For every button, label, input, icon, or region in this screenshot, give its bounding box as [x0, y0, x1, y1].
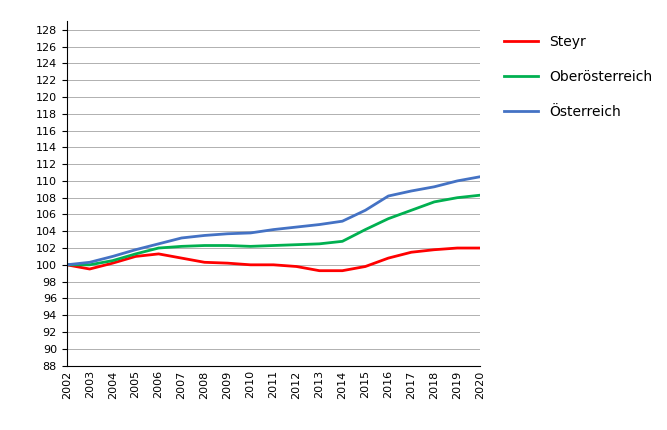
- Steyr: [476, 246, 484, 251]
- Österreich: [430, 184, 438, 189]
- Steyr: [269, 262, 277, 267]
- Steyr: [315, 268, 323, 273]
- Österreich: [292, 224, 300, 230]
- Österreich: [155, 241, 163, 246]
- Oberösterreich: [269, 243, 277, 248]
- Steyr: [85, 267, 93, 272]
- Steyr: [155, 251, 163, 256]
- Oberösterreich: [223, 243, 231, 248]
- Steyr: [408, 250, 416, 255]
- Österreich: [269, 227, 277, 232]
- Oberösterreich: [430, 200, 438, 205]
- Steyr: [430, 247, 438, 252]
- Steyr: [338, 268, 346, 273]
- Steyr: [177, 255, 185, 261]
- Oberösterreich: [408, 208, 416, 213]
- Österreich: [454, 178, 462, 184]
- Steyr: [223, 261, 231, 266]
- Oberösterreich: [155, 246, 163, 251]
- Steyr: [109, 261, 117, 266]
- Österreich: [131, 247, 139, 252]
- Oberösterreich: [63, 262, 71, 267]
- Oberösterreich: [177, 244, 185, 249]
- Legend: Steyr, Oberösterreich, Österreich: Steyr, Oberösterreich, Österreich: [504, 35, 653, 119]
- Line: Steyr: Steyr: [67, 248, 480, 271]
- Steyr: [384, 255, 392, 261]
- Steyr: [63, 262, 71, 267]
- Oberösterreich: [201, 243, 209, 248]
- Steyr: [131, 254, 139, 259]
- Österreich: [177, 235, 185, 240]
- Oberösterreich: [362, 227, 370, 232]
- Österreich: [384, 194, 392, 199]
- Line: Oberösterreich: Oberösterreich: [67, 195, 480, 265]
- Steyr: [247, 262, 255, 267]
- Steyr: [201, 260, 209, 265]
- Österreich: [223, 231, 231, 236]
- Österreich: [109, 254, 117, 259]
- Steyr: [292, 264, 300, 269]
- Oberösterreich: [476, 193, 484, 198]
- Österreich: [63, 262, 71, 267]
- Österreich: [476, 174, 484, 179]
- Line: Österreich: Österreich: [67, 177, 480, 265]
- Oberösterreich: [247, 244, 255, 249]
- Österreich: [338, 218, 346, 224]
- Steyr: [454, 246, 462, 251]
- Oberösterreich: [292, 242, 300, 247]
- Österreich: [362, 208, 370, 213]
- Österreich: [247, 230, 255, 236]
- Oberösterreich: [109, 258, 117, 263]
- Oberösterreich: [454, 195, 462, 200]
- Oberösterreich: [384, 216, 392, 221]
- Oberösterreich: [131, 251, 139, 256]
- Oberösterreich: [315, 241, 323, 246]
- Österreich: [85, 260, 93, 265]
- Steyr: [362, 264, 370, 269]
- Oberösterreich: [85, 262, 93, 267]
- Österreich: [408, 188, 416, 194]
- Oberösterreich: [338, 239, 346, 244]
- Österreich: [315, 222, 323, 227]
- Österreich: [201, 233, 209, 238]
